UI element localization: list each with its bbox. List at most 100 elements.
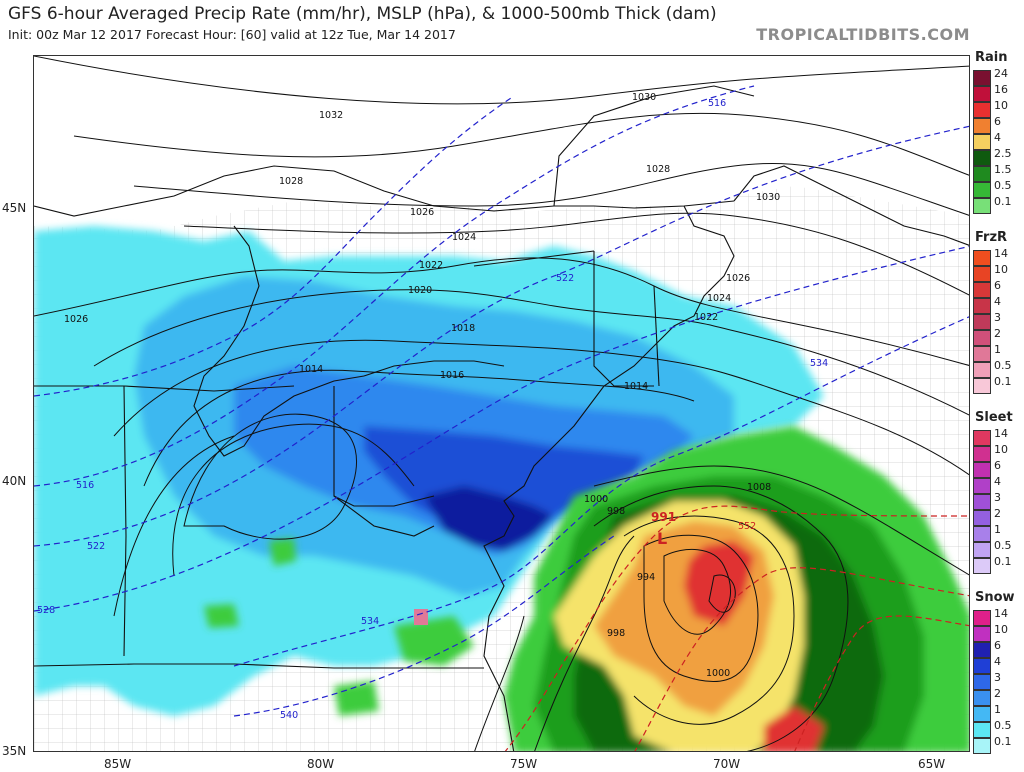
legend-frzr-swatch [973, 362, 991, 378]
legend-rain: Rain 24 16 10 6 4 2.5 1.5 0.5 0.1 [970, 48, 1024, 218]
isobar-label: 1026 [410, 207, 434, 218]
isobar-label: 1030 [756, 192, 780, 203]
legend-frzr-label: 10 [994, 263, 1008, 276]
legend-rain-label: 0.5 [994, 179, 1012, 192]
legend-frzr-swatch [973, 298, 991, 314]
legend-rain-label: 10 [994, 99, 1008, 112]
latitude-label-45n: 45N [2, 201, 27, 215]
isobar-label: 1024 [452, 232, 476, 243]
thickness-label: 552 [738, 521, 756, 532]
legend-snow-swatch [973, 626, 991, 642]
legend-frzr-swatch [973, 266, 991, 282]
legend-frzr-swatch [973, 314, 991, 330]
legend-snow-label: 0.5 [994, 719, 1012, 732]
legend-sleet-swatch [973, 494, 991, 510]
thickness-label: 540 [280, 710, 298, 721]
isobar-label: 994 [637, 572, 655, 583]
isobar-label: 1008 [747, 482, 771, 493]
legend-snow-label: 2 [994, 687, 1001, 700]
longitude-label-75w: 75W [510, 757, 538, 771]
legend-rain-label: 1.5 [994, 163, 1012, 176]
legend-sleet-label: 3 [994, 491, 1001, 504]
legend-frzr-label: 2 [994, 327, 1001, 340]
legend-frzr-swatch [973, 378, 991, 394]
legend-rain-label: 0.1 [994, 195, 1012, 208]
legend-sleet-label: 1 [994, 523, 1001, 536]
legend-rain-swatch [973, 86, 991, 102]
legend-sleet-swatch [973, 446, 991, 462]
legend-sleet-swatch [973, 478, 991, 494]
legend-snow-swatch [973, 738, 991, 754]
isobar-label: 1016 [440, 370, 464, 381]
legend-frzr-label: 3 [994, 311, 1001, 324]
legend-sleet-swatch [973, 462, 991, 478]
legend-snow-swatch [973, 642, 991, 658]
legend-snow-swatch [973, 690, 991, 706]
isobar-label: 1030 [632, 92, 656, 103]
legend-snow-label: 3 [994, 671, 1001, 684]
isobar-label: 1014 [624, 381, 648, 392]
legend-rain-swatch [973, 182, 991, 198]
legend-snow-label: 6 [994, 639, 1001, 652]
thickness-label: 534 [361, 616, 379, 627]
legend-sleet-label: 2 [994, 507, 1001, 520]
isobar-label: 1018 [451, 323, 475, 334]
thickness-label: 516 [708, 98, 726, 109]
isobar-label: 1024 [707, 293, 731, 304]
isobar-label: 1026 [64, 314, 88, 325]
legend-snow-swatch [973, 706, 991, 722]
legend-snow-swatch [973, 674, 991, 690]
legend-snow-swatch [973, 722, 991, 738]
legend-snow-label: 0.1 [994, 735, 1012, 748]
legend-rain-label: 4 [994, 131, 1001, 144]
legend-rain-swatch [973, 198, 991, 214]
thickness-labels: 516 522 528 534 540 552 516 522 534 [37, 98, 828, 721]
thickness-label: 516 [76, 480, 94, 491]
legend-sleet-label: 4 [994, 475, 1001, 488]
legend-sleet-swatch [973, 542, 991, 558]
isobar-label: 1026 [726, 273, 750, 284]
legend-snow-swatch [973, 610, 991, 626]
legend-rain-swatch [973, 134, 991, 150]
isobar-label: 1028 [646, 164, 670, 175]
latitude-label-40n: 40N [2, 474, 27, 488]
thickness-label: 534 [810, 358, 828, 369]
isobar-labels: 1032 1030 1028 1028 1030 1026 1026 1024 … [64, 92, 780, 679]
longitude-label-80w: 80W [307, 757, 335, 771]
legend-sleet-title: Sleet [975, 410, 1013, 425]
longitude-label-85w: 85W [104, 757, 132, 771]
header: GFS 6-hour Averaged Precip Rate (mm/hr),… [0, 0, 1024, 56]
isobar-label: 1020 [408, 285, 432, 296]
isobar-label: 1032 [319, 110, 343, 121]
isobar-label: 1028 [279, 176, 303, 187]
legend-frzr-label: 0.5 [994, 359, 1012, 372]
legend-frzr-swatch [973, 250, 991, 266]
legend-sleet: Sleet 14 10 6 4 3 2 1 0.5 0.1 [970, 408, 1024, 578]
low-pressure-symbol: L [657, 529, 667, 548]
longitude-label-70w: 70W [713, 757, 741, 771]
chart-title: GFS 6-hour Averaged Precip Rate (mm/hr),… [8, 4, 717, 24]
legend-sleet-swatch [973, 430, 991, 446]
legend-frzr-label: 4 [994, 295, 1001, 308]
isobar-label: 998 [607, 506, 625, 517]
snow-precip-area [34, 226, 824, 716]
legend-sleet-swatch [973, 558, 991, 574]
legend-frzr-label: 1 [994, 343, 1001, 356]
legend-rain-label: 6 [994, 115, 1001, 128]
legend-frzr-swatch [973, 346, 991, 362]
legend-frzr-title: FrzR [975, 230, 1008, 245]
legend-sleet-swatch [973, 510, 991, 526]
isobar-label: 1014 [299, 364, 323, 375]
legend-rain-label: 16 [994, 83, 1008, 96]
legend-sleet-label: 0.5 [994, 539, 1012, 552]
map-canvas: 1032 1030 1028 1028 1030 1026 1026 1024 … [34, 56, 969, 751]
legend-sleet-label: 0.1 [994, 555, 1012, 568]
low-center-value: 991 [651, 510, 676, 524]
weather-map: 1032 1030 1028 1028 1030 1026 1026 1024 … [33, 55, 970, 752]
legend-sleet-label: 10 [994, 443, 1008, 456]
legend-rain-title: Rain [975, 50, 1008, 65]
legend-snow-label: 14 [994, 607, 1008, 620]
isobar-label: 1022 [419, 260, 443, 271]
isobar-label: 1000 [706, 668, 730, 679]
legend-snow-label: 10 [994, 623, 1008, 636]
